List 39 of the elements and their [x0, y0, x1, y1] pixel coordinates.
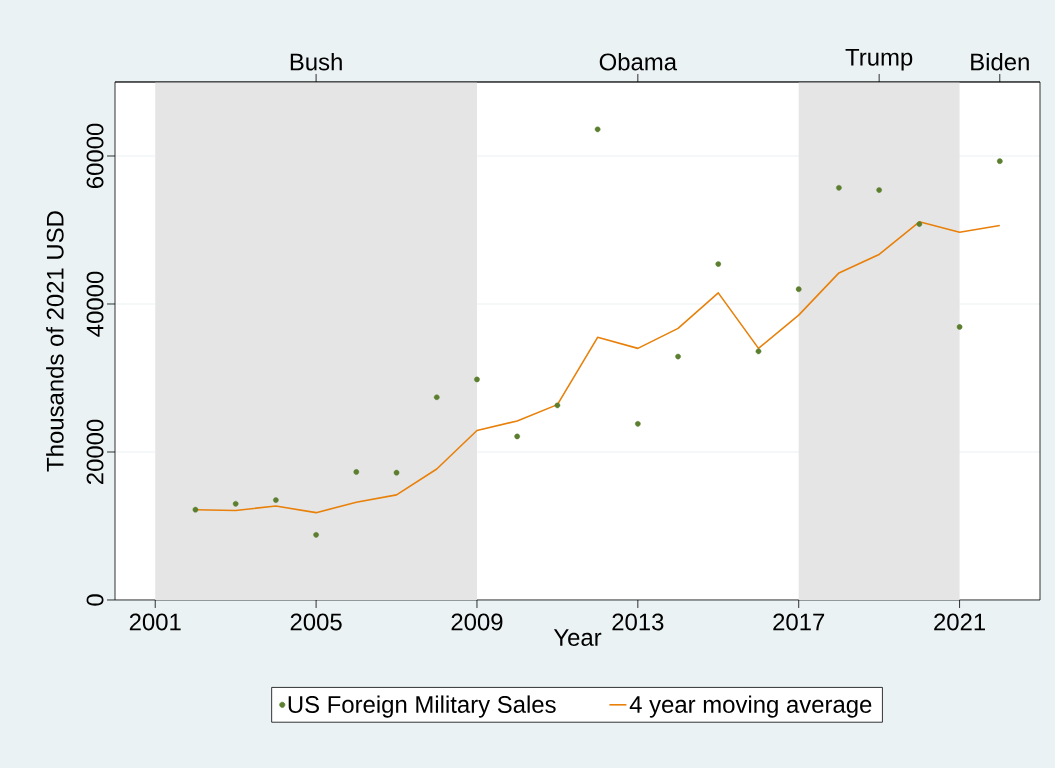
point [635, 421, 641, 427]
y-tick-label: 20000 [86, 419, 104, 485]
legend-label: 4 year moving average [629, 695, 872, 718]
point [795, 286, 802, 292]
x-tick-label: 2009 [451, 613, 503, 631]
x-tick-label: 2013 [612, 613, 664, 631]
annotation: Obama [599, 52, 678, 71]
point [755, 348, 762, 355]
point [232, 500, 239, 507]
point [554, 402, 561, 409]
point [997, 158, 1003, 164]
point [956, 324, 963, 330]
annotation: Biden [971, 52, 1029, 71]
point [876, 187, 882, 193]
annotation: Bush [290, 52, 342, 71]
y-tick-label: 40000 [86, 271, 104, 337]
point [192, 506, 199, 513]
point [916, 221, 923, 227]
point [594, 126, 601, 133]
x-tick-label: 2001 [129, 613, 181, 631]
point [353, 469, 360, 475]
y-tick-label: 60000 [86, 123, 104, 189]
point [393, 469, 400, 476]
point [273, 497, 279, 503]
x-tick-label: 2021 [934, 613, 985, 631]
point [715, 261, 722, 267]
point [675, 353, 681, 360]
point [836, 185, 842, 191]
x-tick-label: 2017 [773, 613, 825, 631]
y-axis-title: Thousands of 2021 USD [46, 211, 64, 472]
point [474, 376, 480, 383]
point [433, 394, 440, 401]
x-tick-label: 2005 [290, 613, 342, 631]
y-tick-label: 0 [86, 594, 104, 606]
legend-label: US Foreign Military Sales [288, 695, 556, 718]
point [514, 433, 520, 440]
x-axis-title: Year [553, 629, 602, 646]
annotation: Trump [845, 49, 913, 71]
point [313, 532, 319, 538]
